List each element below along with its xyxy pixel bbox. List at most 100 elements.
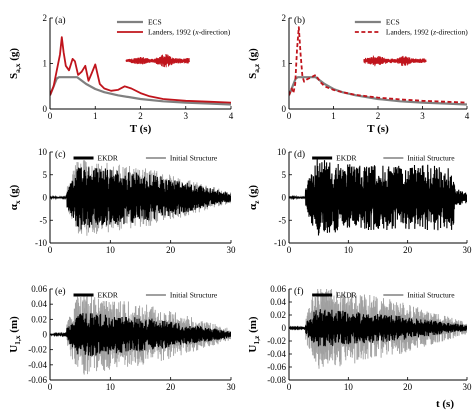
x-axis-title: T (s) [367,123,389,135]
panel-label: (d) [294,149,305,160]
panel-label: (c) [55,149,66,160]
x-tick-label: 0 [48,111,53,121]
y-tick-label: -0.02 [28,345,47,355]
x-tick-label: 30 [227,245,237,255]
y-tick-label: 10 [38,147,48,157]
y-tick-label: 1 [43,59,48,69]
panel-label: (b) [294,15,305,26]
y-tick-label: -0.06 [267,362,286,372]
plot-area [50,160,231,236]
plot-area [50,36,231,106]
y-axis-title: αz (g) [247,185,261,210]
x-tick-label: 10 [344,245,354,255]
y-tick-label: 0.06 [270,284,286,294]
y-tick-label: 0 [282,323,287,333]
y-tick-label: 5 [43,170,48,180]
legend-label: Initial Structure [407,154,455,163]
x-tick-label: 10 [344,382,354,392]
y-tick-label: 2 [282,13,287,23]
series-line-ekdr [50,167,231,230]
inset-waveform [125,53,190,68]
y-tick-label: -10 [35,238,47,248]
legend-label: Initial Structure [170,154,218,163]
x-tick-label: 0 [287,111,292,121]
x-tick-label: 10 [106,382,116,392]
y-tick-label: 0.04 [270,297,286,307]
x-tick-label: 3 [184,111,189,121]
y-tick-label: 0.06 [31,284,47,294]
y-axis-title: U1,x (m) [8,316,22,353]
panel-label: (e) [55,286,66,297]
x-tick-label: 20 [166,382,176,392]
x-tick-label: 1 [331,111,336,121]
y-tick-label: 0.02 [270,310,286,320]
y-axis-title: αx (g) [8,184,22,210]
legend: EKDR Initial Structure [312,154,455,163]
x-tick-label: 0 [287,245,292,255]
y-tick-label: -0.08 [267,375,286,385]
series-line-landers [289,26,467,104]
chart-panel-3: 0 10 20 30 -10 -5 0 5 10 (c) αx (g) EKDR Initial Str… [8,147,237,255]
series-line-ecs [289,76,467,106]
y-tick-label: -0.04 [267,349,286,359]
plot-area [289,26,467,106]
y-tick-label: -5 [40,215,48,225]
x-tick-label: 20 [403,245,413,255]
legend-label: EKDR [336,291,356,300]
y-tick-label: 0 [282,104,287,114]
legend: EKDR Initial Structure [73,291,218,300]
legend-label: EKDR [336,154,356,163]
x-tick-label: 2 [138,111,143,121]
y-axis-title: Sa,z (g) [247,48,261,79]
y-tick-label: -0.04 [28,360,47,370]
legend-label: Landers, 1992 (z-direction) [386,28,468,37]
x-tick-label: 30 [463,245,473,255]
series-line-ekdr [289,159,467,236]
y-tick-label: -10 [274,238,286,248]
x-tick-label: 30 [463,382,473,392]
x-tick-label: 4 [229,111,234,121]
y-tick-label: 5 [282,170,287,180]
legend-label: Landers, 1992 (x-direction) [148,28,231,37]
y-axis-title: Sa,x (g) [8,48,22,79]
x-tick-label: 0 [48,382,53,392]
panel-label: (a) [55,15,66,26]
x-axis-title: t (s) [436,398,454,410]
y-tick-label: 2 [43,13,48,23]
series-line-ekdr [289,309,467,347]
y-tick-label: 0 [282,193,287,203]
y-tick-label: 0.02 [31,314,47,324]
x-tick-label: 30 [227,382,237,392]
legend-label: Initial Structure [407,291,455,300]
plot-area [289,159,467,236]
legend-label: EKDR [98,291,118,300]
y-tick-label: 10 [277,147,287,157]
y-tick-label: 0 [43,330,48,340]
x-tick-label: 20 [166,245,176,255]
legend-label: EKDR [98,154,118,163]
x-tick-label: 3 [420,111,425,121]
x-tick-label: 10 [106,245,116,255]
x-tick-label: 2 [376,111,381,121]
chart-panel-4: 0 10 20 30 -10 -5 0 5 10 (d) αz (g) EKDR Initial Str… [247,147,473,255]
series-line-landers [50,36,231,104]
y-tick-label: -5 [279,215,287,225]
y-tick-label: 0.04 [31,299,47,309]
x-tick-label: 4 [465,111,470,121]
x-tick-label: 0 [48,245,53,255]
x-tick-label: 0 [287,382,292,392]
y-tick-label: 1 [282,59,287,69]
legend: EKDR Initial Structure [312,291,455,300]
y-tick-label: 0 [43,193,48,203]
legend-label: Initial Structure [170,291,218,300]
y-tick-label: 0 [43,104,48,114]
inset-waveform [363,55,427,67]
series-line-ecs [50,76,231,106]
y-tick-label: -0.06 [28,375,47,385]
legend: EKDR Initial Structure [73,154,218,163]
